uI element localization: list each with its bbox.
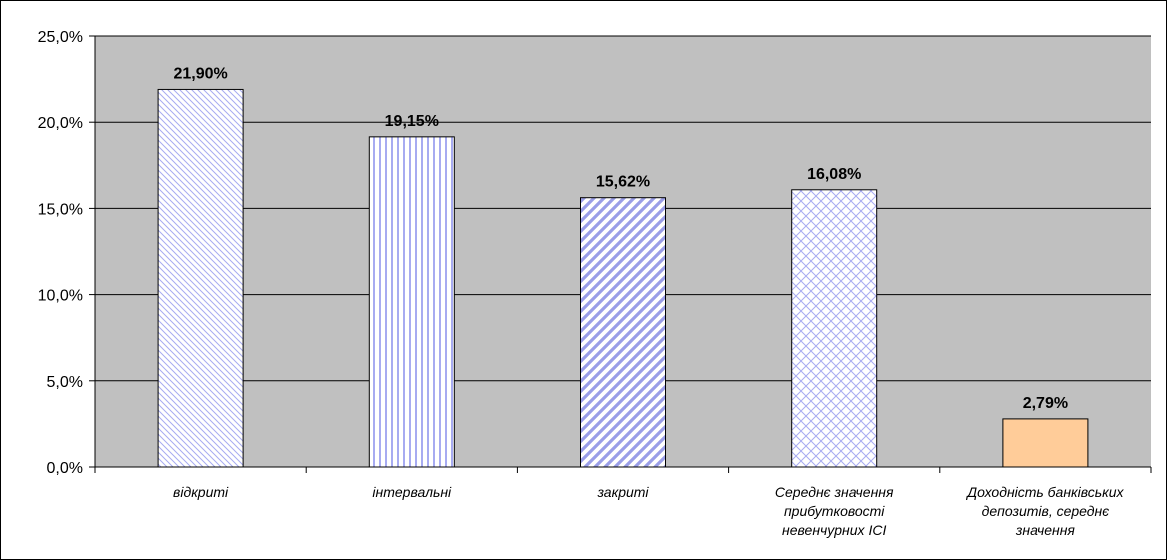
x-tick-label-2: інтервальні [372,484,452,500]
y-tick-label-2: 10,0% [38,288,83,305]
y-tick-label-1: 5,0% [47,374,83,391]
data-label-3: 15,62% [596,174,650,191]
bar-2 [368,136,455,468]
data-label-5: 2,79% [1023,395,1068,412]
data-label-4: 16,08% [807,166,861,183]
y-tick-label-5: 25,0% [38,29,83,46]
x-tick-label-4: Середнє значення прибутковості невенчурних… [775,484,894,538]
bar-3 [580,197,666,468]
y-tick-label-3: 15,0% [38,201,83,218]
bar-5 [1002,418,1089,468]
x-tick-label-5: Доходність банківських депозитів, середнє… [965,484,1124,538]
y-tick-label-4: 20,0% [38,115,83,132]
data-label-1: 21,90% [173,65,227,82]
bar-1 [157,88,244,468]
data-label-2: 19,15% [385,113,439,130]
y-tick-label-0: 0,0% [47,460,83,477]
bar-4 [791,189,878,468]
x-tick-label-1: відкриті [173,484,229,500]
x-tick-label-3: закриті [596,484,649,500]
